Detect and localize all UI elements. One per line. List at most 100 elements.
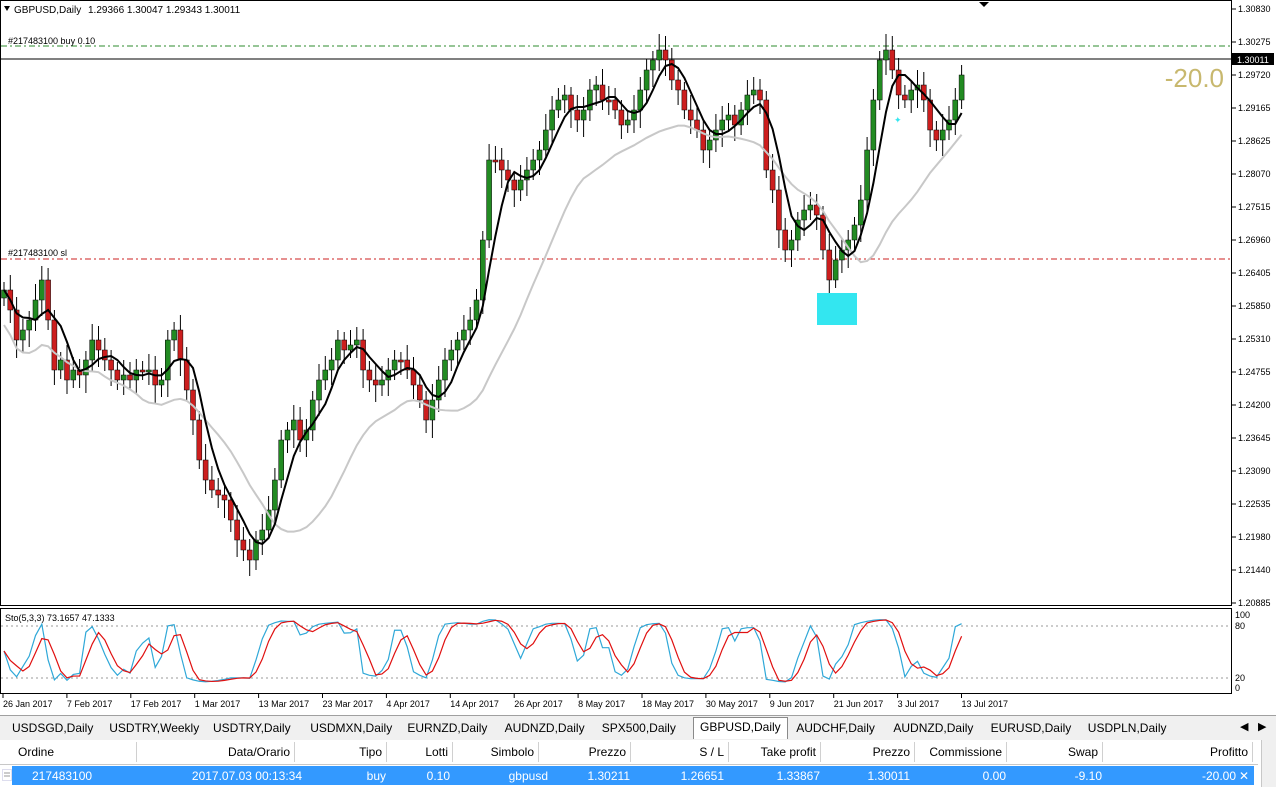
column-header[interactable]: Ordine	[12, 742, 137, 762]
date-tick-label: 9 Jun 2017	[770, 699, 815, 709]
date-tick-label: 26 Apr 2017	[514, 699, 563, 709]
candle-body	[442, 359, 448, 381]
candle-body	[587, 89, 593, 111]
close-order-icon[interactable]: ✕	[1239, 769, 1250, 783]
column-header[interactable]: Prezzo	[540, 742, 631, 762]
candle-body	[372, 379, 379, 386]
candle-body	[662, 49, 669, 61]
price-tick-label: 1.21440	[1238, 565, 1271, 575]
price-tick-label: 1.29165	[1238, 103, 1271, 113]
tab-usdpln-daily[interactable]: USDPLN,Daily	[1087, 721, 1167, 735]
candle-body	[807, 204, 814, 211]
column-header[interactable]: Prezzo	[822, 742, 915, 762]
terminal-scrollbar[interactable]	[1261, 740, 1276, 787]
order-symbol-cell: gbpusd	[508, 769, 548, 783]
candle-body	[429, 399, 436, 421]
tab-eurnzd-daily[interactable]: EURNZD,Daily	[407, 721, 488, 735]
candle-body	[480, 239, 486, 301]
order-open-price-cell: 1.30211	[587, 769, 631, 783]
candle-body	[461, 329, 467, 341]
candle-body	[454, 339, 461, 351]
candle-body	[108, 359, 114, 371]
candle-body	[599, 84, 606, 101]
candle-body	[895, 69, 902, 96]
candle-body	[64, 359, 70, 381]
order-swap-cell: -9.10	[1074, 769, 1102, 783]
candle-body	[102, 349, 108, 361]
candle-body	[700, 129, 707, 151]
candle-body	[851, 224, 858, 241]
column-header[interactable]: Take profit	[730, 742, 821, 762]
tab-usdtry-daily[interactable]: USDTRY,Daily	[213, 721, 291, 735]
price-tick-label: 1.25850	[1238, 301, 1271, 311]
date-axis: 26 Jan 2017 7 Feb 2017 17 Feb 2017 1 Mar 20…	[2, 694, 1008, 709]
stochastic-signal-line	[3, 619, 963, 683]
candle-body	[687, 109, 694, 121]
tabs-scroll-left-icon[interactable]: ◀	[1240, 721, 1249, 733]
column-header[interactable]: S / L	[632, 742, 729, 762]
column-header[interactable]: Lotti	[388, 742, 453, 762]
candle-body	[114, 369, 121, 381]
candle-body	[391, 359, 398, 371]
price-tick-label: 1.28625	[1238, 136, 1271, 146]
price-tick-label: 1.23645	[1238, 433, 1271, 443]
column-header[interactable]: Data/Orario	[134, 742, 295, 762]
date-tick-label: 30 May 2017	[706, 699, 758, 709]
candle-body	[152, 369, 158, 386]
column-header[interactable]: Profitto	[1104, 742, 1253, 762]
candle-body	[196, 419, 203, 461]
candle-body	[574, 109, 581, 121]
candle-body	[95, 339, 102, 351]
order-icon	[2, 766, 18, 786]
candle-body	[832, 259, 839, 281]
column-header[interactable]: Tipo	[296, 742, 387, 762]
terminal-panel: Ordine Data/Orario Tipo Lotti Simbolo Prezzo S…	[0, 740, 1276, 787]
tab-usdsgd-daily[interactable]: USDSGD,Daily	[12, 721, 94, 735]
candle-body	[158, 379, 165, 386]
stochastic-level-label: 80	[1235, 621, 1245, 631]
column-header[interactable]: Swap	[1008, 742, 1103, 762]
fast-moving-average	[3, 62, 963, 546]
candle-body	[681, 89, 688, 111]
candle-body	[643, 69, 650, 91]
chart-menu-icon[interactable]	[4, 6, 10, 11]
candle-body	[360, 339, 366, 371]
candle-body	[813, 204, 820, 216]
price-tick-label: 1.26405	[1238, 268, 1271, 278]
date-tick-label: 8 May 2017	[578, 699, 625, 709]
order-price-cell: 1.30011	[867, 769, 911, 783]
column-header[interactable]: Simbolo	[454, 742, 539, 762]
candle-body	[958, 74, 965, 101]
tab-audnzd-daily[interactable]: AUDNZD,Daily	[504, 721, 585, 735]
column-header[interactable]: Commissione	[916, 742, 1007, 762]
candle-body	[757, 89, 763, 101]
date-tick-label: 23 Mar 2017	[323, 699, 374, 709]
candle-body	[57, 359, 64, 371]
tab-usdmxn-daily[interactable]: USDMXN,Daily	[310, 721, 393, 735]
price-chart[interactable]: 1.30830 1.30275 1.29720 1.29165 1.28625 1.280…	[0, 0, 1276, 715]
candle-body	[177, 329, 184, 361]
tab-audchf-daily[interactable]: AUDCHF,Daily	[796, 721, 875, 735]
tab-spx500-daily[interactable]: SPX500,Daily	[601, 721, 676, 735]
candle-body	[820, 214, 826, 251]
order-profit-cell: -20.00	[1201, 769, 1236, 783]
shift-marker-icon[interactable]	[979, 2, 989, 7]
candle-body	[70, 369, 77, 381]
tab-usdtry-weekly[interactable]: USDTRY,Weekly	[109, 721, 200, 735]
order-row[interactable]: 217483100 2017.07.03 00:13:34 buy 0.10 g…	[2, 766, 1254, 785]
candle-body	[448, 349, 455, 361]
candle-body	[328, 359, 335, 371]
cyan-star-icon: ✦	[894, 116, 902, 126]
date-tick-label: 21 Jun 2017	[834, 699, 884, 709]
tabs-scroll-right-icon[interactable]: ▶	[1258, 721, 1267, 733]
tab-eurusd-daily[interactable]: EURUSD,Daily	[990, 721, 1072, 735]
candle-body	[39, 279, 45, 301]
candle-body	[234, 519, 240, 541]
candle-body	[631, 109, 637, 121]
chart-symbol-label: GBPUSD,Daily	[14, 5, 81, 16]
stochastic-level-label: 0	[1235, 683, 1240, 693]
candle-body	[316, 379, 322, 401]
tab-audnzd-daily[interactable]: AUDNZD,Daily	[893, 721, 974, 735]
tab-gbpusd-daily[interactable]: GBPUSD,Daily	[693, 717, 788, 739]
candle-body	[228, 499, 234, 521]
